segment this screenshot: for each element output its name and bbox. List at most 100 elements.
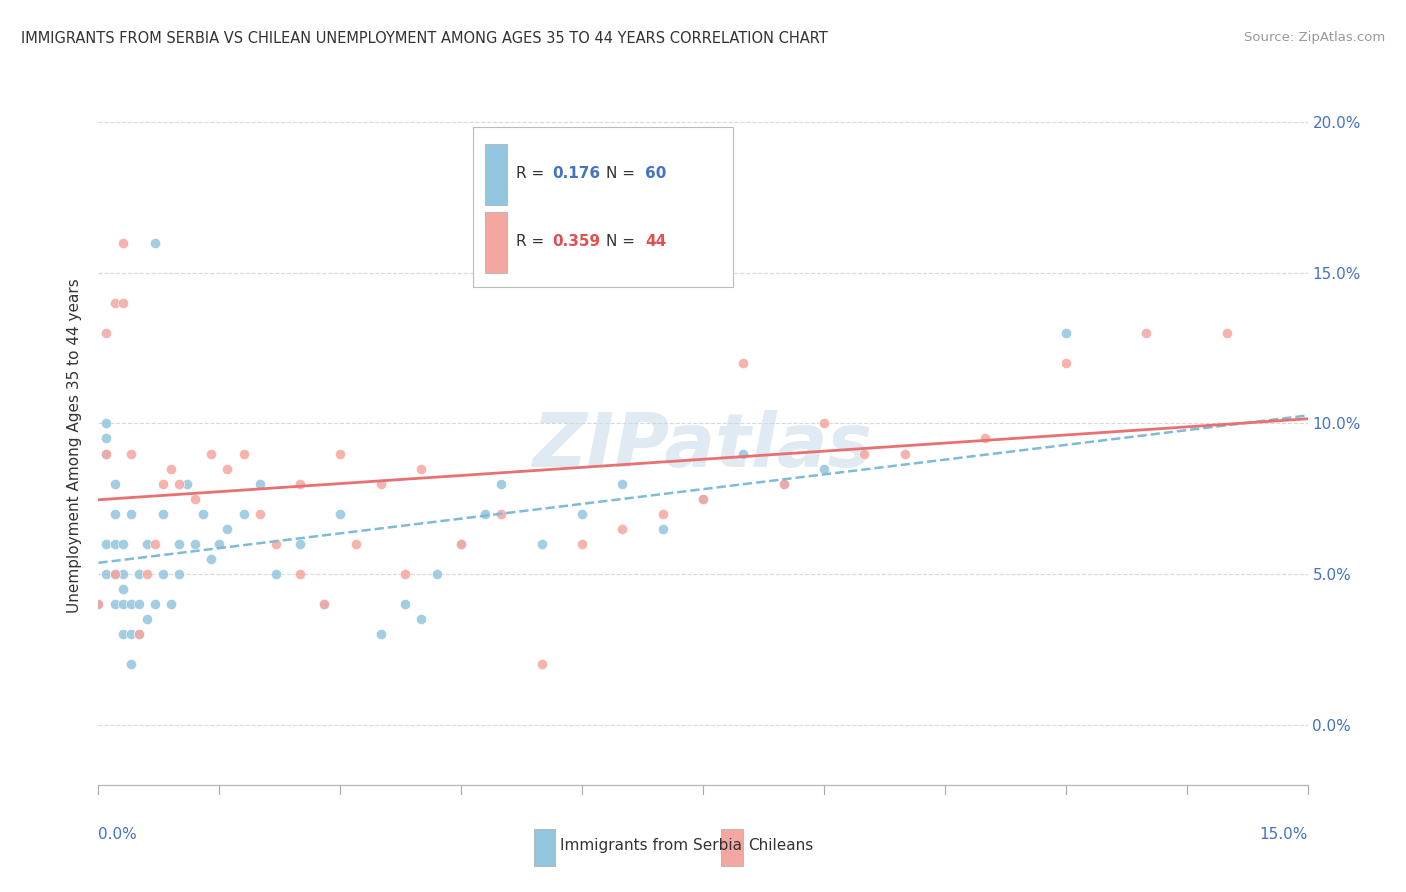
Text: R =: R = [516,166,548,181]
FancyBboxPatch shape [721,829,742,866]
Point [314,597,336,611]
Point [87,597,110,611]
Point [160,461,183,475]
Point [111,582,134,596]
Point [733,446,755,460]
Point [111,597,134,611]
Point [135,567,157,582]
Point [733,356,755,370]
Text: IMMIGRANTS FROM SERBIA VS CHILEAN UNEMPLOYMENT AMONG AGES 35 TO 44 YEARS CORRELA: IMMIGRANTS FROM SERBIA VS CHILEAN UNEMPL… [21,31,828,46]
Point [96,537,118,551]
Point [288,537,311,551]
Point [450,537,472,551]
Point [264,537,287,551]
Point [103,537,125,551]
Point [232,446,254,460]
Y-axis label: Unemployment Among Ages 35 to 44 years: Unemployment Among Ages 35 to 44 years [67,278,83,614]
Point [264,567,287,582]
Point [87,597,110,611]
Point [612,522,634,536]
Point [370,476,392,491]
Point [96,326,118,340]
Point [692,491,714,506]
Point [288,567,311,582]
Point [152,476,174,491]
Point [217,522,239,536]
Point [103,296,125,310]
Point [167,567,190,582]
Point [409,612,432,626]
Point [200,446,222,460]
Point [103,567,125,582]
Text: ZIPatlas: ZIPatlas [533,409,873,483]
Point [1216,326,1239,340]
Point [409,461,432,475]
Point [152,507,174,521]
Point [491,507,513,521]
Point [853,446,876,460]
Point [370,627,392,641]
Point [692,491,714,506]
Point [96,446,118,460]
Point [571,537,593,551]
Point [217,461,239,475]
Point [530,657,553,672]
Point [813,417,835,431]
Point [176,476,198,491]
Point [120,657,142,672]
Point [288,476,311,491]
Point [128,627,150,641]
Point [184,491,207,506]
Text: 15.0%: 15.0% [1260,827,1308,842]
Text: 0.0%: 0.0% [98,827,138,842]
Point [772,476,794,491]
Point [128,567,150,582]
Point [143,235,166,250]
FancyBboxPatch shape [485,145,508,205]
Point [450,537,472,551]
Point [651,522,673,536]
Text: Chileans: Chileans [748,838,813,854]
Text: N =: N = [606,234,640,249]
Point [135,537,157,551]
Text: Source: ZipAtlas.com: Source: ZipAtlas.com [1244,31,1385,45]
Point [120,597,142,611]
Point [111,296,134,310]
Point [813,461,835,475]
Point [1054,356,1077,370]
Point [96,432,118,446]
Point [249,507,271,521]
Point [111,567,134,582]
Point [103,567,125,582]
Point [612,476,634,491]
Point [120,507,142,521]
Point [160,597,183,611]
Point [772,476,794,491]
Point [394,567,416,582]
Point [103,476,125,491]
Point [167,476,190,491]
Point [974,432,997,446]
FancyBboxPatch shape [474,128,734,286]
Point [143,537,166,551]
Point [249,476,271,491]
Point [120,627,142,641]
Point [344,537,367,551]
Point [167,537,190,551]
Point [96,446,118,460]
Point [1054,326,1077,340]
Point [530,537,553,551]
Text: R =: R = [516,234,548,249]
Text: Immigrants from Serbia: Immigrants from Serbia [561,838,742,854]
Point [111,627,134,641]
Point [103,507,125,521]
Point [651,507,673,521]
Point [111,537,134,551]
Point [474,507,496,521]
Point [120,446,142,460]
Point [135,612,157,626]
Point [893,446,915,460]
Text: 60: 60 [645,166,666,181]
FancyBboxPatch shape [485,212,508,273]
Point [128,627,150,641]
